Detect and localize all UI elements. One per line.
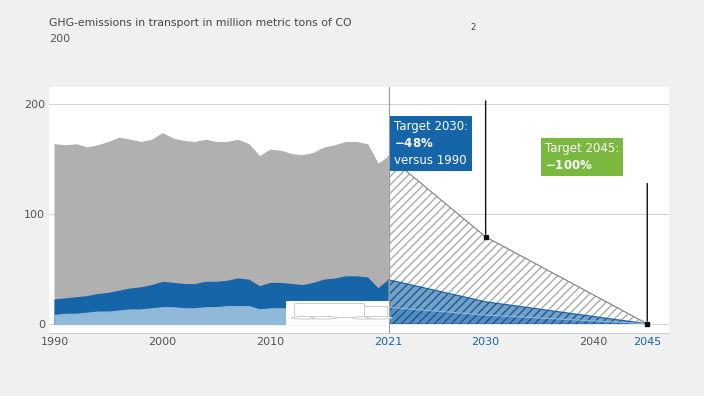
Circle shape [291, 316, 318, 319]
Circle shape [352, 316, 378, 319]
Circle shape [366, 316, 392, 319]
Bar [287, 301, 389, 325]
Bar [364, 306, 386, 317]
Text: Target 2045:
$\bf{-100\%}$: Target 2045: $\bf{-100\%}$ [545, 142, 619, 172]
Text: 200: 200 [49, 34, 70, 44]
Circle shape [311, 316, 337, 319]
Text: GHG-emissions in transport in million metric tons of CO: GHG-emissions in transport in million me… [49, 18, 352, 28]
Bar [294, 303, 364, 317]
Text: 2: 2 [470, 23, 476, 32]
Text: Target 2030:
$\bf{-48\%}$
versus 1990: Target 2030: $\bf{-48\%}$ versus 1990 [394, 120, 468, 167]
